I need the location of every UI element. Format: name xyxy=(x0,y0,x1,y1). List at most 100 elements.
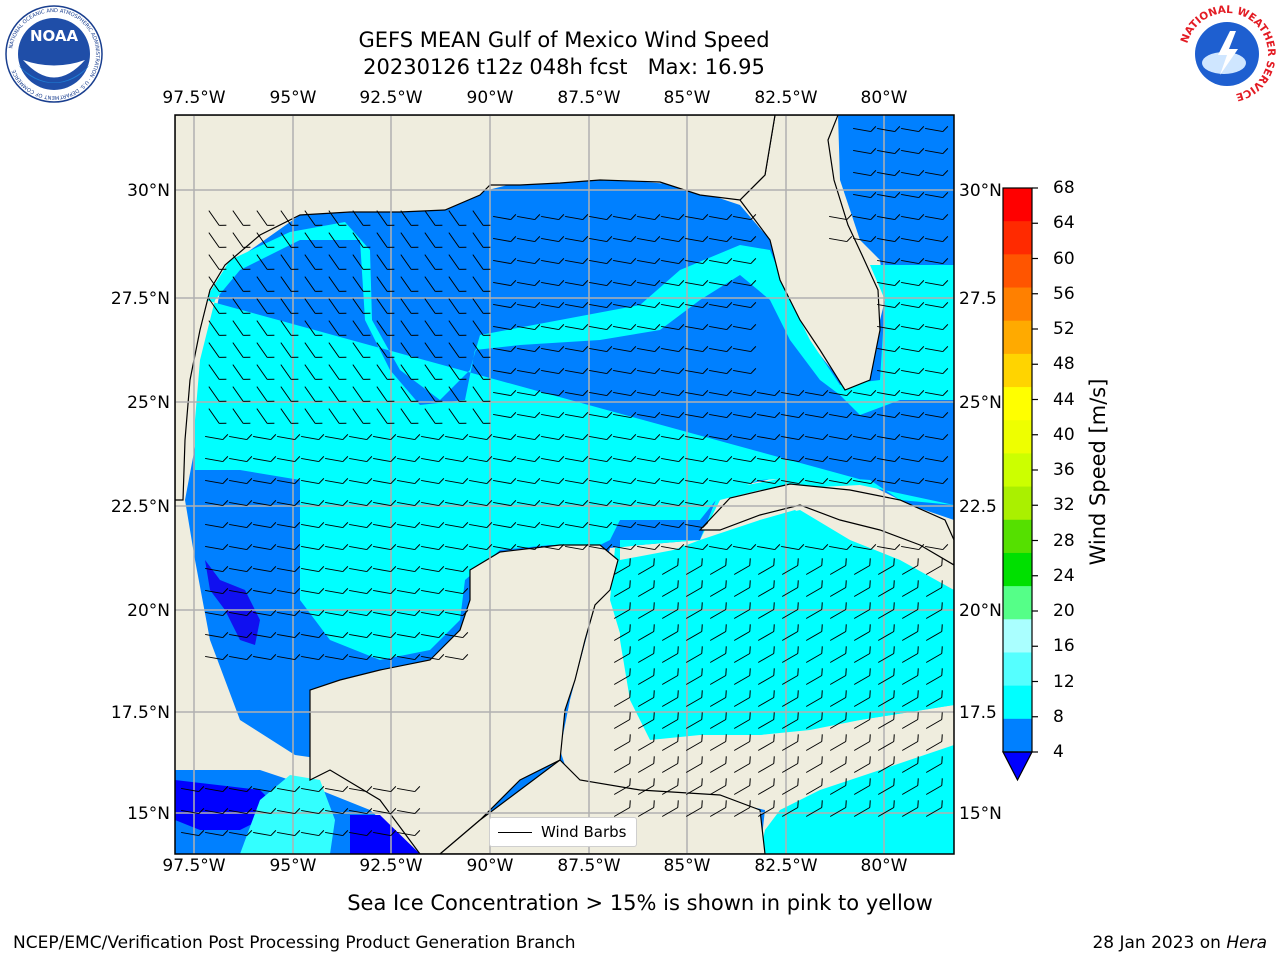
wind-barb xyxy=(277,434,301,441)
wind-barb xyxy=(517,390,541,397)
colorbar-title: Wind Speed [m/s] xyxy=(1086,378,1110,566)
wind-barb xyxy=(205,500,229,507)
wind-barb xyxy=(589,258,613,265)
wind-barb xyxy=(709,558,727,575)
wind-barb xyxy=(565,302,589,309)
wind-barb xyxy=(685,280,709,287)
wind-barb xyxy=(229,478,253,485)
wind-barb xyxy=(733,690,751,707)
wind-barb xyxy=(853,778,871,795)
wind-barb xyxy=(709,280,733,287)
wind-barb xyxy=(205,588,229,595)
wind-barb xyxy=(256,386,275,402)
wind-barb xyxy=(661,434,685,441)
wind-barb xyxy=(709,624,727,641)
wind-barb xyxy=(301,456,325,463)
wind-barb xyxy=(853,544,877,551)
chart-title-line1: GEFS MEAN Gulf of Mexico Wind Speed xyxy=(358,28,770,52)
lat-label-left: 17.5°N xyxy=(110,703,170,723)
wind-barb xyxy=(853,800,871,817)
wind-barb xyxy=(277,830,301,837)
wind-barb xyxy=(901,214,925,221)
wind-barb xyxy=(469,500,493,507)
wind-barb xyxy=(517,478,541,485)
wind-barb xyxy=(589,324,613,331)
wind-barb xyxy=(325,500,349,507)
wind-barb xyxy=(373,544,397,551)
wind-barb xyxy=(877,302,901,309)
wind-barb xyxy=(565,412,589,419)
wind-barb xyxy=(397,500,421,507)
wind-barb xyxy=(637,236,661,243)
wind-barb xyxy=(493,302,517,309)
wind-barb xyxy=(877,734,895,751)
lat-label-left: 30°N xyxy=(127,181,170,201)
wind-barb xyxy=(709,324,733,331)
wind-barb xyxy=(469,434,493,441)
wind-barb xyxy=(757,456,781,463)
wind-barb xyxy=(829,558,847,575)
wind-barb xyxy=(733,412,757,419)
wind-barb xyxy=(685,478,709,485)
wind-barb xyxy=(757,434,781,441)
wind-barb xyxy=(373,588,397,595)
wind-barb xyxy=(208,298,227,314)
wind-barb xyxy=(685,734,703,751)
wind-barb xyxy=(805,390,829,397)
wind-barb xyxy=(613,602,631,619)
wind-barb xyxy=(709,258,733,265)
wind-barb xyxy=(685,214,709,221)
wind-barb xyxy=(397,786,421,793)
wind-barb xyxy=(709,712,727,729)
wind-barb xyxy=(589,434,613,441)
wind-barb xyxy=(205,808,229,815)
wind-barb xyxy=(709,756,727,773)
wind-barb xyxy=(424,364,443,380)
wind-barb xyxy=(901,192,925,199)
wind-barb xyxy=(325,654,349,661)
wind-barb xyxy=(661,368,685,375)
wind-barb xyxy=(352,276,371,292)
wind-barb xyxy=(232,276,251,292)
lon-label-bottom: 92.5°W xyxy=(359,856,423,876)
wind-barb xyxy=(277,632,301,639)
wind-barb xyxy=(541,368,565,375)
wind-barb xyxy=(373,522,397,529)
wind-barb xyxy=(757,624,775,641)
colorbar-segment xyxy=(1003,420,1032,454)
wind-barb xyxy=(376,386,395,402)
wind-barb xyxy=(781,456,805,463)
wind-barb xyxy=(613,280,637,287)
wind-barb xyxy=(637,800,655,817)
wind-barb xyxy=(472,408,491,424)
wind-barb xyxy=(325,632,349,639)
wind-barb xyxy=(733,624,751,641)
wind-barb xyxy=(925,646,943,663)
wind-barb xyxy=(757,580,775,597)
wind-barb xyxy=(253,588,277,595)
wind-barb xyxy=(373,566,397,573)
wind-barb xyxy=(637,646,655,663)
wind-barb xyxy=(901,434,925,441)
wind-barb xyxy=(253,786,277,793)
wind-barb xyxy=(448,408,467,424)
wind-barb xyxy=(757,690,775,707)
wind-barb xyxy=(229,588,253,595)
wind-barb xyxy=(541,434,565,441)
wind-barb xyxy=(304,408,323,424)
wind-barb xyxy=(925,368,949,375)
wind-barb xyxy=(805,456,829,463)
wind-barb xyxy=(709,778,727,795)
wind-barb xyxy=(613,522,637,529)
wind-barb xyxy=(805,800,823,817)
wind-barb xyxy=(232,254,251,270)
wind-barb xyxy=(829,236,853,243)
wind-barb xyxy=(637,544,661,551)
wind-barb xyxy=(925,324,949,331)
wind-barb xyxy=(901,236,925,243)
lat-label-left: 20°N xyxy=(127,601,170,621)
wind-barb xyxy=(472,320,491,336)
colorbar-tick-label: 28 xyxy=(1053,530,1075,551)
wind-barb xyxy=(277,654,301,661)
